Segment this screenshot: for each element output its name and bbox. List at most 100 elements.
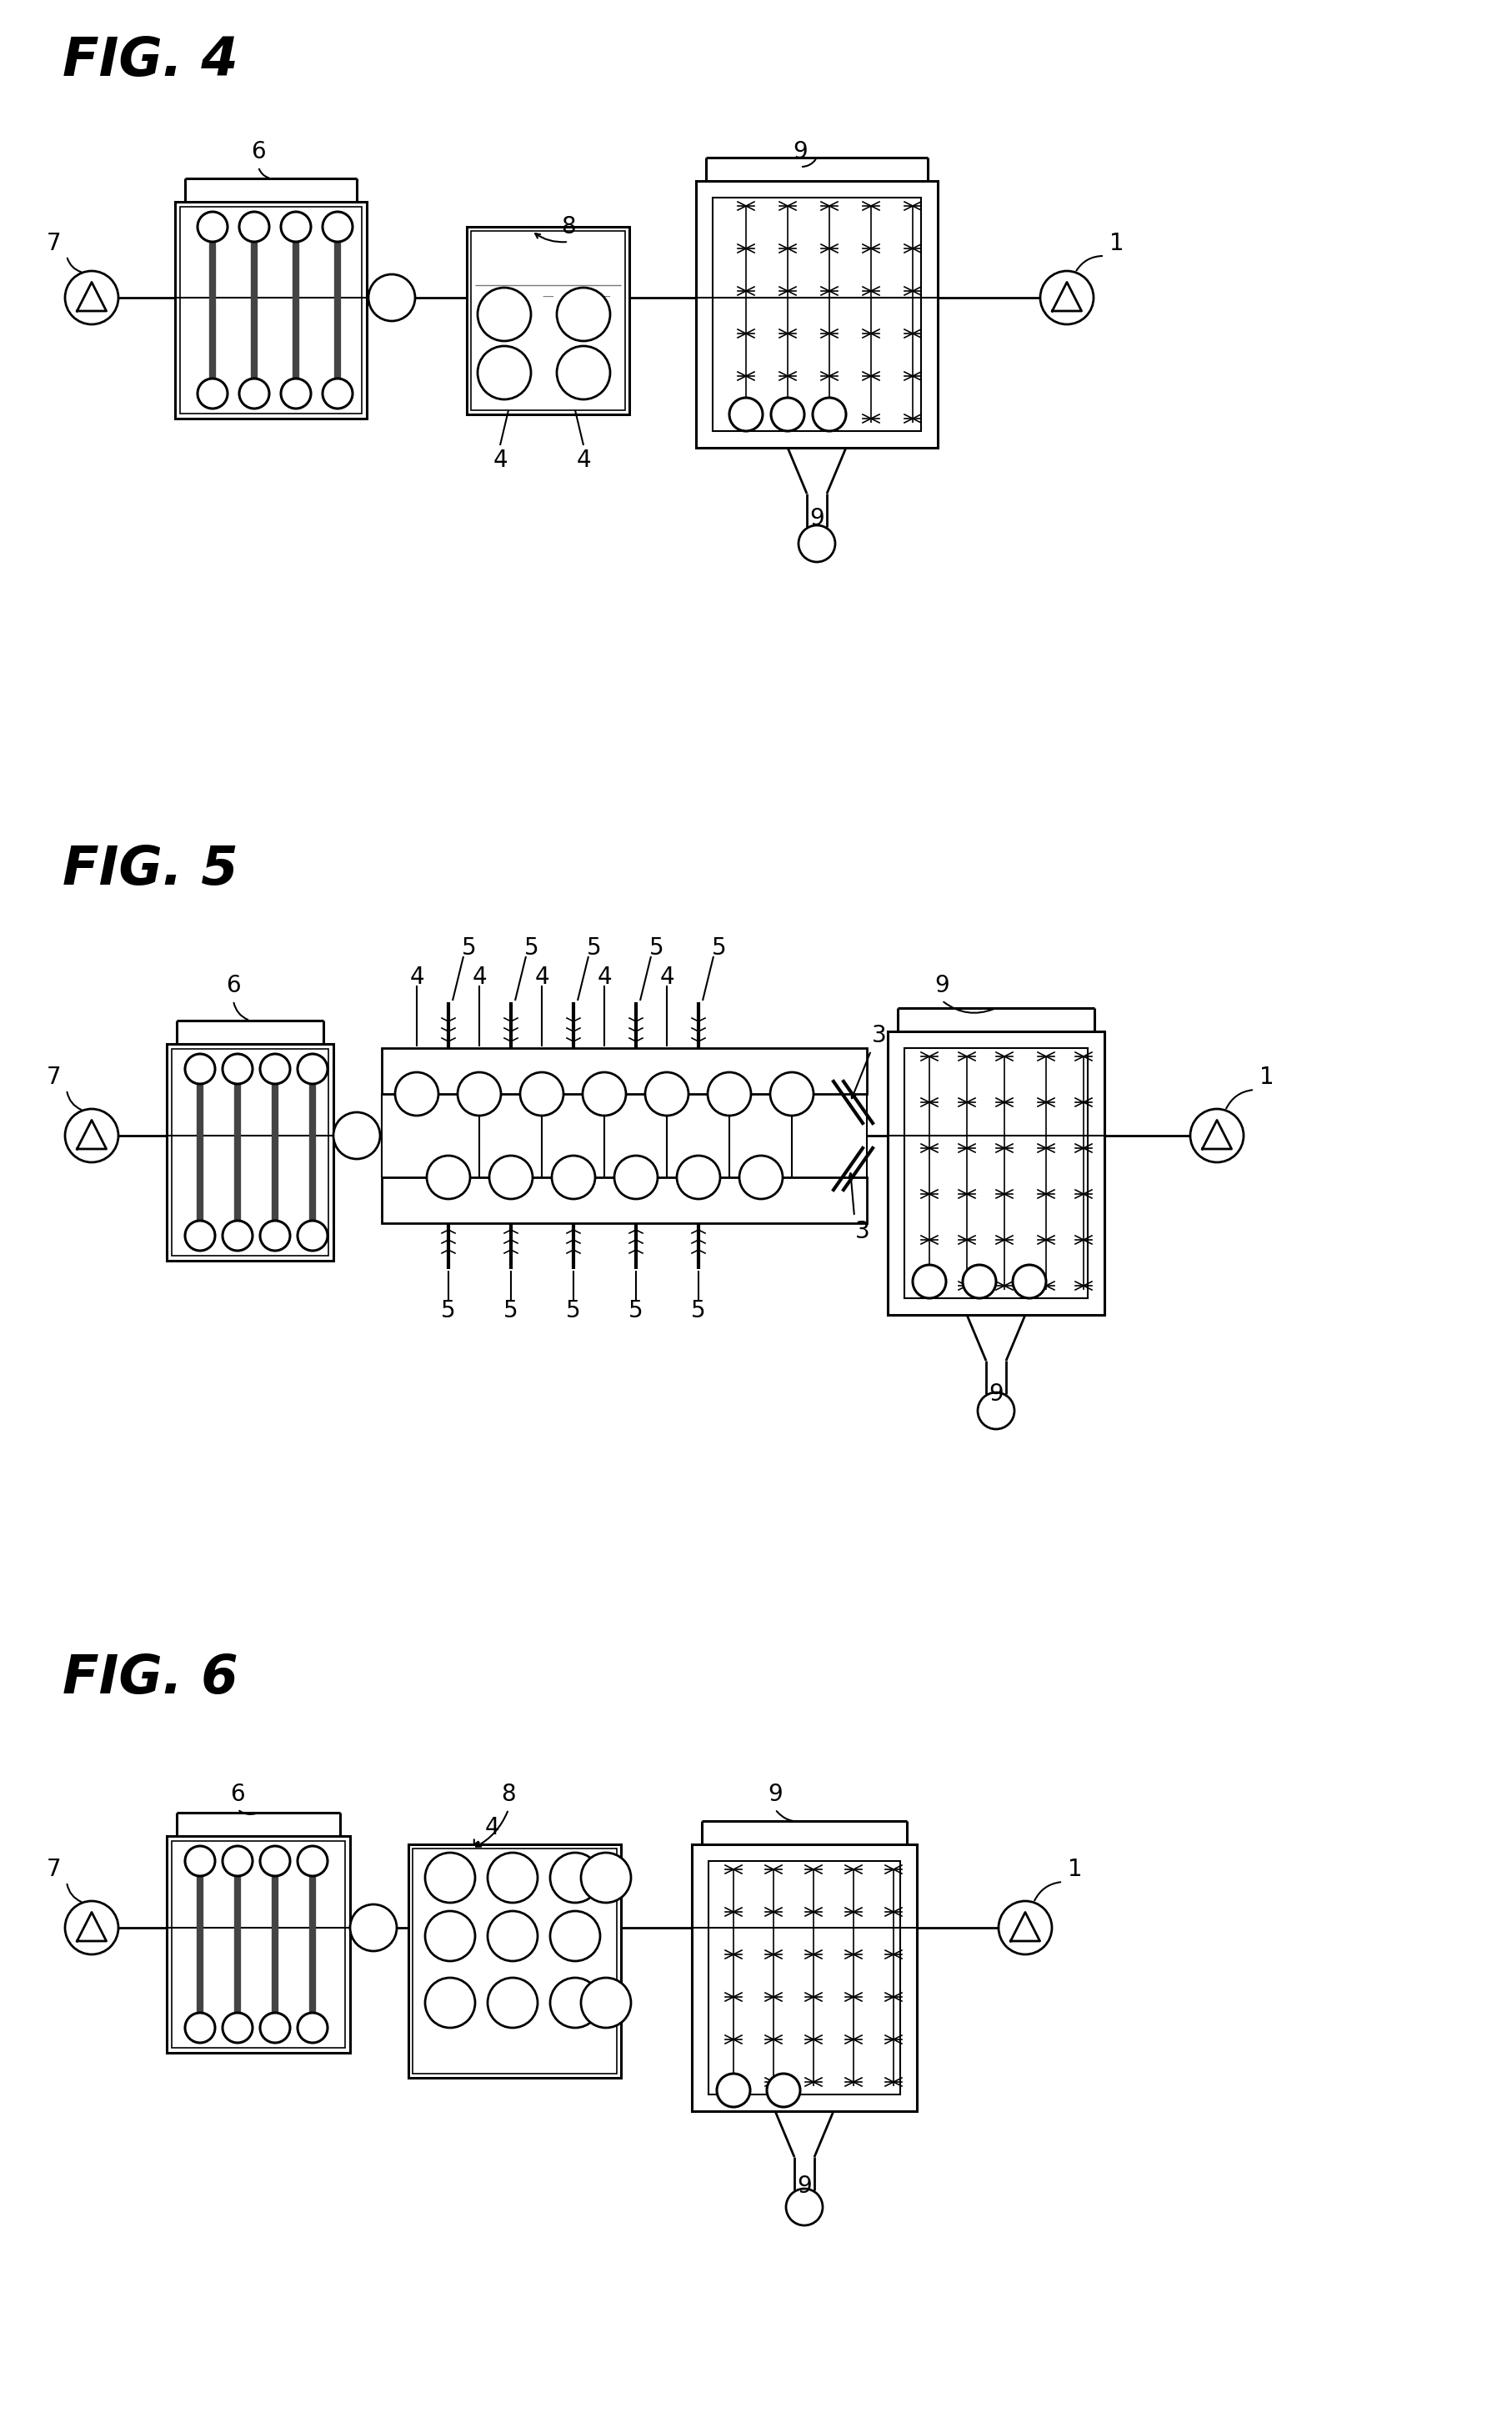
Bar <box>180 206 361 413</box>
Text: 3: 3 <box>871 1025 886 1046</box>
Text: 1: 1 <box>1259 1066 1273 1088</box>
Bar <box>470 231 624 410</box>
Circle shape <box>65 272 118 325</box>
Text: FIG. 5: FIG. 5 <box>62 845 237 896</box>
Circle shape <box>222 1054 253 1083</box>
Circle shape <box>717 2074 750 2108</box>
Circle shape <box>322 211 352 243</box>
Circle shape <box>487 1853 537 1904</box>
Circle shape <box>478 287 531 340</box>
Circle shape <box>184 1845 215 1877</box>
Circle shape <box>333 1112 380 1158</box>
Circle shape <box>771 398 804 432</box>
Circle shape <box>556 287 609 340</box>
Text: 7: 7 <box>47 1066 62 1088</box>
Bar <box>904 1049 1087 1299</box>
Circle shape <box>260 1054 290 1083</box>
Circle shape <box>912 1265 945 1299</box>
Circle shape <box>786 2188 823 2226</box>
Bar <box>381 1049 866 1095</box>
Circle shape <box>552 1156 594 1199</box>
Text: 5: 5 <box>712 937 726 959</box>
Circle shape <box>184 1054 215 1083</box>
Text: 4: 4 <box>472 966 487 988</box>
Circle shape <box>260 2013 290 2042</box>
Circle shape <box>556 347 609 398</box>
Circle shape <box>298 1845 328 1877</box>
Circle shape <box>487 1979 537 2027</box>
Text: 8: 8 <box>500 1782 516 1806</box>
Text: 9: 9 <box>792 141 807 163</box>
Circle shape <box>962 1265 995 1299</box>
Text: 5: 5 <box>587 937 602 959</box>
Circle shape <box>582 1073 626 1114</box>
Circle shape <box>729 398 762 432</box>
Circle shape <box>281 211 311 243</box>
Bar <box>413 1848 617 2074</box>
Bar <box>696 182 937 447</box>
Circle shape <box>425 1853 475 1904</box>
Text: 5: 5 <box>565 1299 581 1323</box>
Text: 9: 9 <box>809 507 824 529</box>
Bar <box>171 1840 345 2047</box>
Circle shape <box>65 1110 118 1163</box>
Circle shape <box>812 398 845 432</box>
Circle shape <box>239 379 269 408</box>
Text: 4: 4 <box>597 966 611 988</box>
Bar <box>381 1178 866 1224</box>
Bar <box>708 1860 900 2095</box>
Text: 7: 7 <box>47 1857 62 1882</box>
Text: 9: 9 <box>989 1382 1002 1406</box>
Circle shape <box>260 1221 290 1250</box>
Circle shape <box>198 211 227 243</box>
Circle shape <box>488 1156 532 1199</box>
Circle shape <box>676 1156 720 1199</box>
Text: 5: 5 <box>525 937 538 959</box>
Circle shape <box>222 2013 253 2042</box>
Circle shape <box>426 1156 470 1199</box>
Circle shape <box>581 1853 631 1904</box>
Circle shape <box>239 211 269 243</box>
Bar <box>408 1845 620 2078</box>
Text: 4: 4 <box>576 449 591 471</box>
Bar <box>171 1049 328 1255</box>
Circle shape <box>298 1221 328 1250</box>
Text: 6: 6 <box>225 974 240 998</box>
Text: —: — <box>485 291 497 304</box>
Bar <box>467 226 629 415</box>
Circle shape <box>1012 1265 1045 1299</box>
Circle shape <box>322 379 352 408</box>
Circle shape <box>198 379 227 408</box>
Circle shape <box>520 1073 562 1114</box>
Text: 8: 8 <box>561 216 576 238</box>
Text: —: — <box>541 291 553 304</box>
Bar <box>166 1836 349 2052</box>
Text: 5: 5 <box>442 1299 455 1323</box>
Bar <box>166 1044 333 1260</box>
Text: 9: 9 <box>797 2175 812 2197</box>
Circle shape <box>1190 1110 1243 1163</box>
Text: FIG. 6: FIG. 6 <box>62 1653 237 1704</box>
Circle shape <box>281 379 311 408</box>
Text: 4: 4 <box>534 966 549 988</box>
Text: 6: 6 <box>251 141 266 163</box>
Circle shape <box>550 1853 600 1904</box>
Circle shape <box>770 1073 813 1114</box>
Text: 9: 9 <box>934 974 948 998</box>
Circle shape <box>977 1391 1015 1430</box>
Bar <box>691 1845 916 2112</box>
Circle shape <box>65 1901 118 1955</box>
Circle shape <box>184 1221 215 1250</box>
Text: 5: 5 <box>461 937 476 959</box>
Circle shape <box>767 2074 800 2108</box>
Text: 5: 5 <box>649 937 664 959</box>
Circle shape <box>644 1073 688 1114</box>
Circle shape <box>222 1845 253 1877</box>
Circle shape <box>581 1979 631 2027</box>
Bar <box>712 197 921 432</box>
Circle shape <box>550 1979 600 2027</box>
Circle shape <box>298 2013 328 2042</box>
Circle shape <box>298 1054 328 1083</box>
Circle shape <box>260 1845 290 1877</box>
Text: —: — <box>599 291 609 304</box>
